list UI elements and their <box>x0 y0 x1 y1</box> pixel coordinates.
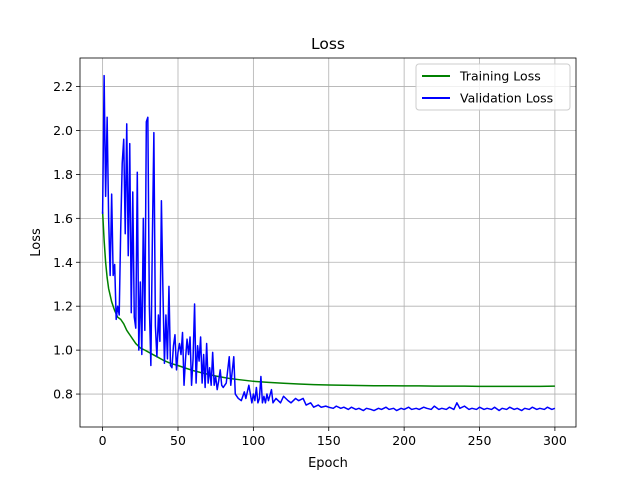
legend-label-validation-loss: Validation Loss <box>460 91 553 106</box>
y-tick-label: 1.2 <box>53 299 73 314</box>
plot-frame <box>79 57 577 428</box>
y-tick-label: 1.8 <box>53 167 73 182</box>
legend-box <box>415 63 571 111</box>
series-layer <box>101 74 556 412</box>
chart-title: Loss <box>311 35 345 53</box>
x-tick-label: 50 <box>170 433 186 448</box>
legend-label-training-loss: Training Loss <box>459 69 541 84</box>
x-tick-label: 100 <box>241 433 265 448</box>
y-tick-label: 2.2 <box>53 79 73 94</box>
x-tick-label: 200 <box>392 433 416 448</box>
y-tick-label: 2.0 <box>53 123 73 138</box>
x-tick-label: 150 <box>317 433 341 448</box>
x-tick-label: 250 <box>468 433 492 448</box>
x-tick-label: 0 <box>99 433 107 448</box>
y-axis-label: Loss <box>29 228 44 257</box>
legend: Training Loss Validation Loss <box>415 63 571 111</box>
y-tick-label: 1.4 <box>53 255 73 270</box>
x-tick-label: 300 <box>543 433 567 448</box>
y-tick-label: 1.6 <box>53 211 73 226</box>
y-tick-label: 0.8 <box>53 387 73 402</box>
grid-lines <box>80 58 576 427</box>
y-tick-label: 1.0 <box>53 343 73 358</box>
series-line-validation-loss <box>101 74 556 412</box>
axis-ticks: 0 50 100 150 200 250 300 0.8 1.0 1.2 1.4 1.6 1.8 2.0 2… <box>53 79 567 448</box>
x-axis-label: Epoch <box>308 456 348 471</box>
